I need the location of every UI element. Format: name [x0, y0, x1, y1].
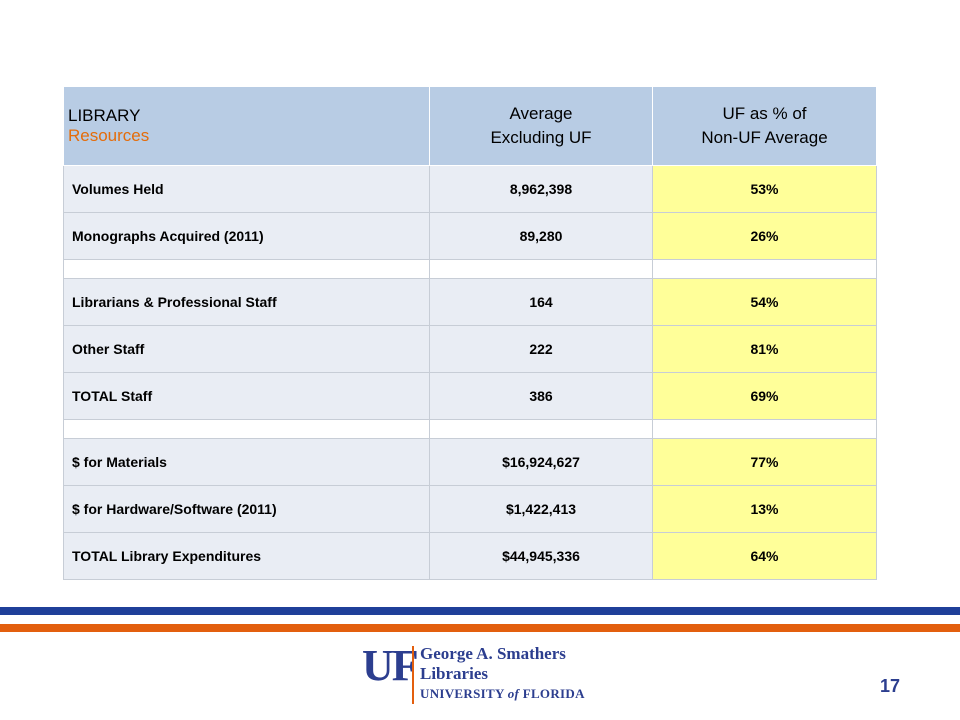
spacer-row	[63, 259, 877, 279]
row-percent: 69%	[652, 372, 877, 420]
page-number: 17	[880, 676, 901, 696]
row-label: TOTAL Staff	[63, 372, 430, 420]
header-average: Average Excluding UF	[429, 86, 653, 166]
header-uf-percent: UF as % of Non-UF Average	[652, 86, 877, 166]
row-percent: 54%	[652, 278, 877, 326]
header-uf-line1: UF as % of	[722, 104, 807, 123]
header-average-line1: Average	[509, 104, 573, 123]
row-percent: 53%	[652, 165, 877, 213]
row-average: $16,924,627	[429, 438, 653, 486]
spacer-cell	[63, 419, 430, 439]
spacer-cell	[652, 419, 877, 439]
uf-logo-mark: UF	[362, 641, 419, 690]
row-label: TOTAL Library Expenditures	[63, 532, 430, 580]
spacer-cell	[429, 259, 653, 279]
row-percent: 26%	[652, 212, 877, 260]
uf-libraries-logo: UF George A. Smathers Libraries UNIVERSI…	[362, 642, 602, 704]
row-label: Monographs Acquired (2011)	[63, 212, 430, 260]
row-percent: 81%	[652, 325, 877, 373]
logo-line-libraries: Libraries	[420, 664, 488, 683]
row-average: 164	[429, 278, 653, 326]
spacer-cell	[652, 259, 877, 279]
logo-florida: FLORIDA	[522, 686, 585, 701]
row-label: Other Staff	[63, 325, 430, 373]
logo-university: UNIVERSITY	[420, 686, 505, 701]
header-resources: Resources	[68, 126, 150, 145]
header-library-resources: LIBRARY Resources	[63, 86, 430, 166]
row-average: $1,422,413	[429, 485, 653, 533]
header-library: LIBRARY	[68, 106, 141, 125]
spacer-cell	[429, 419, 653, 439]
logo-of: of	[507, 686, 520, 701]
table-row: $ for Hardware/Software (2011) $1,422,41…	[63, 485, 877, 533]
logo-line-university: UNIVERSITY of FLORIDA	[420, 686, 585, 702]
row-percent: 64%	[652, 532, 877, 580]
row-label: Librarians & Professional Staff	[63, 278, 430, 326]
row-average: 89,280	[429, 212, 653, 260]
row-label: Volumes Held	[63, 165, 430, 213]
table-row: $ for Materials $16,924,627 77%	[63, 438, 877, 486]
header-uf-line2: Non-UF Average	[701, 128, 828, 147]
row-percent: 77%	[652, 438, 877, 486]
row-average: 222	[429, 325, 653, 373]
logo-divider	[412, 646, 414, 704]
table-row: Volumes Held 8,962,398 53%	[63, 165, 877, 213]
row-percent: 13%	[652, 485, 877, 533]
row-label: $ for Materials	[63, 438, 430, 486]
header-average-line2: Excluding UF	[490, 128, 592, 147]
logo-line-smathers: George A. Smathers	[420, 644, 566, 663]
row-average: 8,962,398	[429, 165, 653, 213]
table-row: Monographs Acquired (2011) 89,280 26%	[63, 212, 877, 260]
row-label: $ for Hardware/Software (2011)	[63, 485, 430, 533]
row-average: $44,945,336	[429, 532, 653, 580]
library-resources-table: LIBRARY Resources Average Excluding UF U…	[63, 86, 877, 580]
row-average: 386	[429, 372, 653, 420]
table-header-row: LIBRARY Resources Average Excluding UF U…	[63, 86, 877, 166]
spacer-cell	[63, 259, 430, 279]
table-row: TOTAL Library Expenditures $44,945,336 6…	[63, 532, 877, 580]
table-row: TOTAL Staff 386 69%	[63, 372, 877, 420]
blue-divider-bar	[0, 607, 960, 615]
table-row: Librarians & Professional Staff 164 54%	[63, 278, 877, 326]
table-row: Other Staff 222 81%	[63, 325, 877, 373]
orange-divider-bar	[0, 624, 960, 632]
spacer-row	[63, 419, 877, 439]
